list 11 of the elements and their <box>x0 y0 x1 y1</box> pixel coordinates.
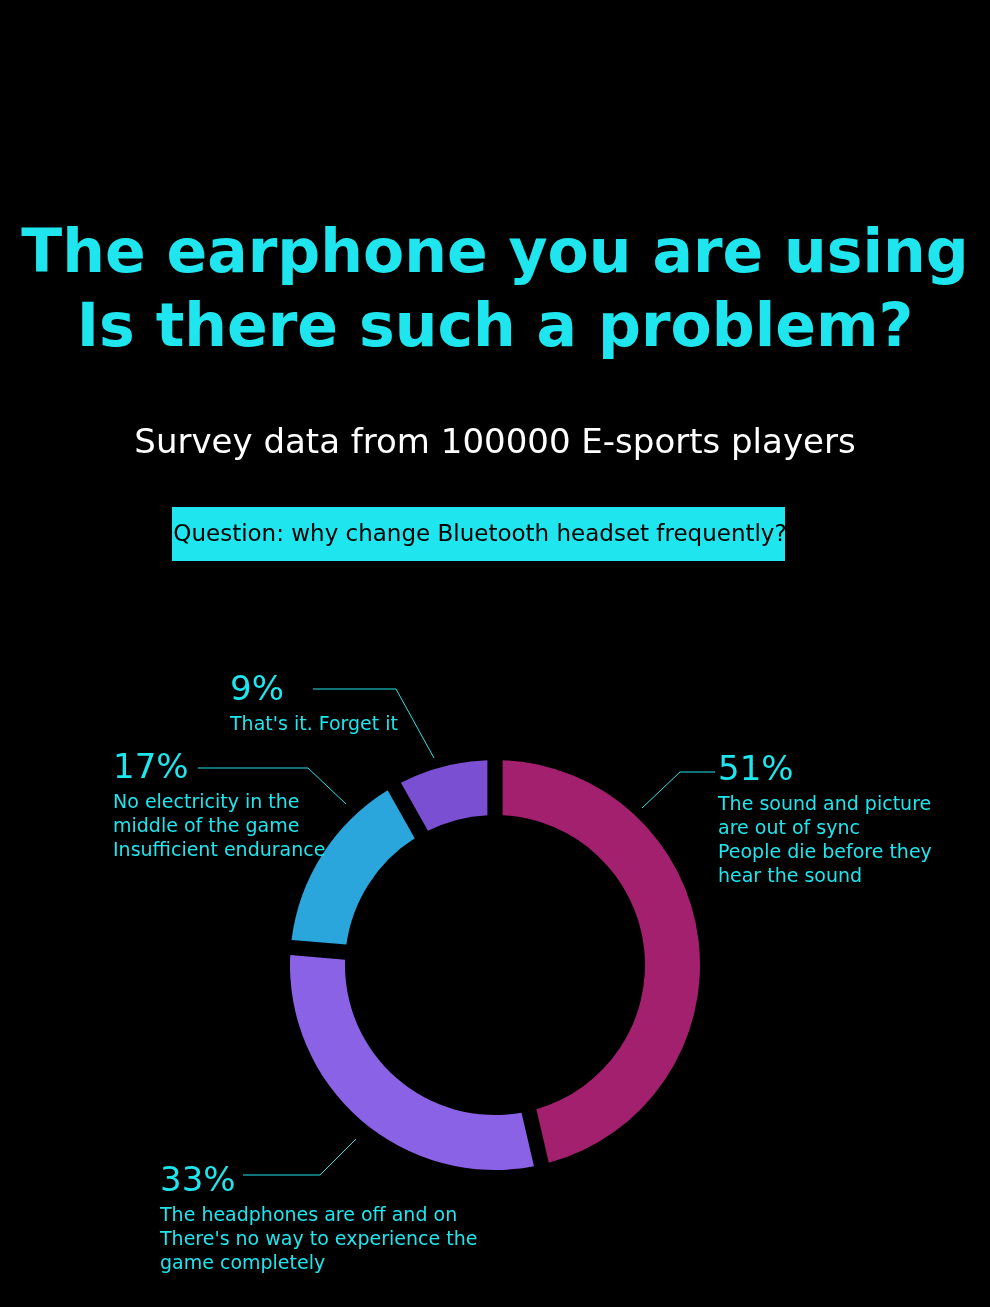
chart-title: The earphone you are using Is there such a problem? <box>21 216 969 360</box>
data-label: 51% <box>718 748 794 788</box>
data-label: 9% <box>230 668 284 708</box>
data-label: 17% <box>113 746 189 786</box>
slice-label: The headphones are off and on There's no way to experience the game completely <box>159 1203 478 1273</box>
text: Question: why change Bluetooth headset frequently? <box>173 520 787 546</box>
data-label: 33% <box>160 1159 236 1199</box>
slice-label: That's it. Forget it <box>229 712 399 734</box>
chart-subtitle: Survey data from 100000 E-sports players <box>134 421 856 461</box>
slice-label: The sound and picture are out of sync People die before they hear the sound <box>717 792 932 886</box>
slice-label: No electricity in the middle of the game Insufficient endurance <box>113 790 326 860</box>
